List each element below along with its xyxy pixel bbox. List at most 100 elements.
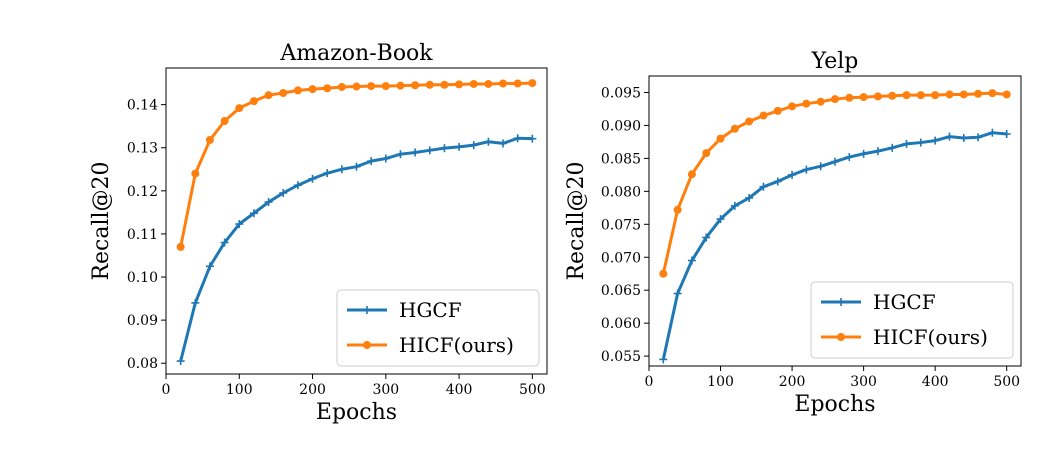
data-point-hgcf (513, 134, 522, 143)
data-point-hicf (931, 91, 940, 100)
data-point-hicf (352, 82, 361, 91)
y-tick-label: 0.060 (601, 316, 641, 332)
data-point-hicf (425, 80, 434, 89)
data-point-hgcf (1002, 130, 1011, 138)
data-point-hicf (308, 85, 317, 94)
data-point-hgcf (455, 142, 464, 151)
data-point-hgcf (249, 209, 258, 218)
x-tick-label: 400 (922, 374, 949, 390)
data-point-hicf (191, 169, 200, 178)
data-point-hicf (337, 82, 346, 91)
data-point-hgcf (802, 165, 811, 174)
data-point-hicf (264, 91, 273, 100)
y-tick-label: 0.075 (601, 217, 641, 233)
data-point-hgcf (220, 238, 229, 247)
data-point-hicf (730, 124, 739, 133)
y-tick-label: 0.14 (127, 98, 158, 114)
data-point-hicf (235, 104, 244, 113)
data-point-hicf (323, 84, 332, 93)
y-tick-label: 0.10 (127, 270, 158, 286)
data-point-hicf (293, 86, 302, 95)
data-point-hgcf (440, 144, 449, 153)
data-point-hicf (888, 91, 897, 100)
data-point-hgcf (279, 188, 288, 197)
data-point-hicf (367, 82, 376, 91)
plot-frame (165, 67, 548, 375)
x-axis-label: Epochs (794, 392, 875, 417)
y-tick-label: 0.09 (127, 313, 158, 329)
data-point-hicf (528, 79, 537, 88)
legend: HGCF HICF(ours) (810, 281, 1014, 359)
chart-yelp: Yelp 0 100 200 300 400 500 0.055 0.060 0.065 0.070… (564, 49, 1022, 417)
data-point-hgcf (367, 157, 376, 166)
legend-box (336, 289, 540, 367)
x-tick-label: 300 (372, 382, 399, 398)
data-point-hicf (279, 88, 288, 97)
legend-label: HGCF (873, 290, 936, 314)
x-tick-label: 500 (519, 382, 546, 398)
y-tick-label: 0.08 (127, 356, 158, 372)
data-point-hicf (484, 79, 493, 88)
data-point-hicf (716, 134, 725, 143)
x-tick-label: 0 (645, 374, 654, 390)
data-point-hicf (249, 97, 258, 106)
data-point-hgcf (988, 128, 997, 137)
data-point-hicf (974, 89, 983, 98)
data-point-hicf (469, 79, 478, 88)
data-point-hicf (859, 93, 868, 102)
data-point-hgcf (759, 182, 768, 191)
data-point-hgcf (323, 169, 332, 178)
x-tick-label: 200 (779, 374, 806, 390)
plot-frame (648, 75, 1022, 367)
data-point-hicf (759, 111, 768, 120)
y-tick-label: 0.090 (601, 118, 641, 134)
data-point-hgcf (205, 262, 214, 271)
data-point-hgcf (337, 165, 346, 174)
data-point-hgcf (528, 134, 537, 143)
data-point-hicf (873, 92, 882, 101)
data-point-hicf (702, 149, 711, 158)
data-point-hgcf (191, 298, 200, 307)
legend-marker-circle (363, 341, 371, 349)
data-point-hgcf (916, 138, 925, 147)
y-axis-label: Recall@20 (564, 161, 589, 280)
data-point-hgcf (425, 146, 434, 155)
x-tick-label: 400 (446, 382, 473, 398)
data-point-hicf (788, 102, 797, 111)
y-tick-label: 0.070 (601, 250, 641, 266)
data-point-hicf (1002, 90, 1011, 99)
data-point-hicf (659, 269, 668, 278)
data-point-hicf (945, 90, 954, 99)
data-point-hicf (513, 79, 522, 88)
data-point-hicf (902, 91, 911, 100)
x-tick-label: 100 (226, 382, 253, 398)
data-point-hgcf (974, 133, 983, 142)
data-point-hgcf (293, 181, 302, 190)
series-line-hicf (661, 91, 1007, 275)
data-point-hicf (745, 117, 754, 126)
y-tick-label: 0.065 (601, 283, 641, 299)
data-point-hgcf (945, 132, 954, 141)
data-point-hicf (802, 99, 811, 108)
y-tick-label: 0.080 (601, 184, 641, 200)
data-point-hgcf (264, 198, 273, 207)
data-point-hicf (440, 80, 449, 89)
data-point-hgcf (176, 357, 185, 366)
data-point-hgcf (673, 289, 682, 298)
data-point-hicf (381, 82, 390, 91)
data-point-hgcf (730, 201, 739, 210)
x-axis-label: Epochs (316, 400, 397, 425)
y-axis-label: Recall@20 (89, 161, 114, 280)
data-point-hgcf (469, 141, 478, 150)
data-point-hgcf (499, 139, 508, 148)
data-point-hicf (176, 242, 185, 251)
data-point-hicf (205, 135, 214, 144)
data-point-hgcf (902, 139, 911, 148)
chart-amazon-book: Amazon-Book 0 100 200 300 400 500 0.08 0.09 0.10 0… (89, 41, 548, 425)
data-point-hgcf (308, 174, 317, 183)
chart-title: Yelp (811, 49, 859, 74)
legend-marker-circle (837, 333, 845, 341)
y-tick-label: 0.085 (601, 151, 641, 167)
data-point-hgcf (831, 157, 839, 166)
x-tick-label: 100 (707, 374, 734, 390)
